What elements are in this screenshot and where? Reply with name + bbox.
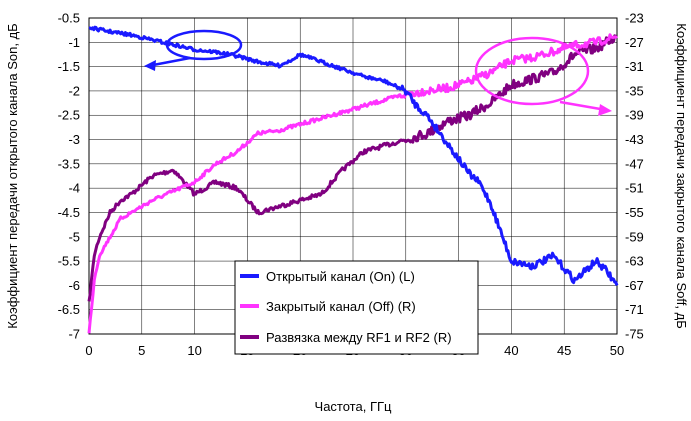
y-right-tick-label: -71: [625, 302, 644, 317]
y-right-tick-label: -31: [625, 59, 644, 74]
y-left-tick-label: -6.5: [58, 302, 80, 317]
y-left-axis-label: Коэффициент передачи открытого канала So…: [5, 23, 20, 328]
y-right-tick-labels: -23 -27 -31 -35 -39 -43 -47 -51 -55 -59 -63 -67 -71 -…: [625, 11, 644, 342]
x-axis-label: Частота, ГГц: [315, 399, 392, 414]
x-tick-label: 40: [504, 343, 518, 358]
y-left-tick-label: -2: [68, 83, 80, 98]
y-right-tick-label: -39: [625, 108, 644, 123]
series-line-off: [87, 33, 619, 334]
y-right-tick-label: -59: [625, 229, 644, 244]
y-right-tick-label: -23: [625, 11, 644, 26]
y-right-tick-label: -67: [625, 278, 644, 293]
y-right-tick-label: -43: [625, 132, 644, 147]
y-left-tick-label: -0.5: [58, 11, 80, 26]
series-line-isolation: [87, 34, 618, 302]
on-channel-highlight-ellipse: [165, 29, 243, 61]
annotations: [144, 29, 612, 116]
legend-label-isolation: Развязка между RF1 и RF2 (R): [266, 330, 452, 345]
legend: Открытый канал (On) (L) Закрытый канал (…: [234, 260, 479, 355]
y-left-tick-label: -2.5: [58, 108, 80, 123]
y-right-axis-label: Коэффициент передачи закрытого канала So…: [674, 23, 689, 328]
y-right-tick-label: -75: [625, 327, 644, 342]
y-right-tick-label: -63: [625, 254, 644, 269]
y-right-tick-label: -35: [625, 83, 644, 98]
x-tick-label: 10: [187, 343, 201, 358]
y-left-tick-label: -7: [68, 327, 80, 342]
legend-label-on: Открытый канал (On) (L): [266, 269, 415, 284]
series-layer: [87, 25, 619, 334]
y-left-tick-label: -5: [68, 229, 80, 244]
y-left-tick-label: -6: [68, 278, 80, 293]
y-right-tick-label: -27: [625, 35, 644, 50]
right-axis-arrow-line: [559, 100, 607, 112]
off-channel-highlight-ellipse: [474, 36, 590, 106]
y-left-tick-label: -1.5: [58, 59, 80, 74]
y-left-tick-labels: -0.5 -1 -1.5 -2 -2.5 -3 -3.5 -4 -4.5 -5 -5.5 -6 -6.5…: [58, 11, 80, 342]
series-line-on: [88, 25, 619, 286]
x-tick-label: 0: [85, 343, 92, 358]
y-left-tick-label: -5.5: [58, 254, 80, 269]
y-left-tick-label: -4: [68, 181, 80, 196]
y-left-tick-label: -3: [68, 132, 80, 147]
left-axis-arrowhead-icon: [144, 60, 156, 71]
y-right-tick-label: -51: [625, 181, 644, 196]
legend-box: [234, 260, 479, 355]
x-tick-label: 50: [610, 343, 624, 358]
x-tick-label: 45: [557, 343, 571, 358]
right-axis-arrowhead-icon: [598, 104, 612, 116]
y-left-tick-label: -1: [68, 35, 80, 50]
x-tick-label: 5: [138, 343, 145, 358]
y-right-tick-label: -55: [625, 205, 644, 220]
y-right-tick-label: -47: [625, 156, 644, 171]
y-left-tick-label: -4.5: [58, 205, 80, 220]
y-left-tick-label: -3.5: [58, 156, 80, 171]
legend-label-off: Закрытый канал (Off) (R): [266, 299, 416, 314]
